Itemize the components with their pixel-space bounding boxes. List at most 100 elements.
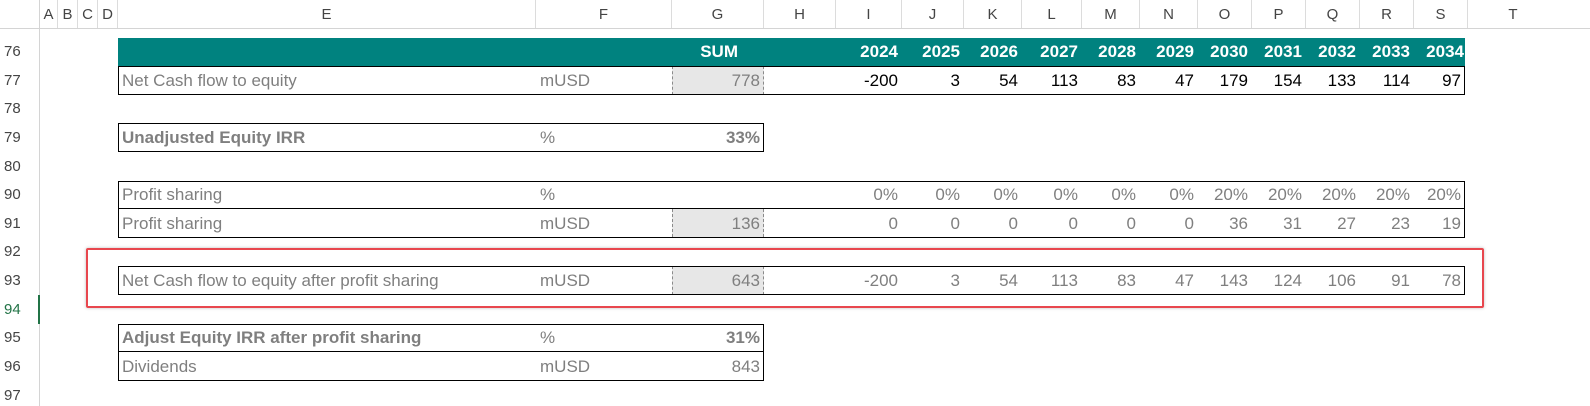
net-cf-2031[interactable]: 154 [1273,71,1302,90]
net-cf-2032[interactable]: 133 [1327,71,1356,90]
ps-musd-2028[interactable]: 0 [1126,214,1136,233]
net-cf-unit[interactable]: mUSD [540,71,591,90]
ps-musd-2033[interactable]: 23 [1391,214,1410,233]
net-after-2028[interactable]: 83 [1117,271,1136,290]
col-header-e[interactable]: E [118,0,536,28]
net-after-2027[interactable]: 113 [1050,271,1078,290]
dividends-unit[interactable]: mUSD [540,357,591,376]
col-header-d[interactable]: D [98,0,118,28]
adj-irr-label[interactable]: Adjust Equity IRR after profit sharing [122,328,422,347]
ps-pct-2024[interactable]: 0% [873,185,898,204]
net-after-2026[interactable]: 54 [999,271,1018,290]
col-header-k[interactable]: K [964,0,1022,28]
ps-pct-2031[interactable]: 20% [1267,185,1302,204]
col-header-c[interactable]: C [78,0,98,28]
net-after-2025[interactable]: 3 [950,271,960,290]
net-cf-label[interactable]: Net Cash flow to equity [122,71,297,90]
net-cf-2030[interactable]: 179 [1219,71,1248,90]
dividends-label[interactable]: Dividends [122,357,197,376]
year-2026-header[interactable]: 2026 [980,42,1018,61]
ps-musd-2027[interactable]: 0 [1068,214,1078,233]
net-after-2034[interactable]: 78 [1442,271,1461,290]
col-header-p[interactable]: P [1252,0,1306,28]
net-after-2031[interactable]: 124 [1273,271,1302,290]
col-header-b[interactable]: B [58,0,78,28]
ps-musd-sum[interactable]: 136 [731,214,760,233]
ps-pct-2030[interactable]: 20% [1213,185,1248,204]
net-cf-2028[interactable]: 83 [1117,71,1136,90]
net-after-2032[interactable]: 106 [1327,271,1356,290]
ps-pct-2025[interactable]: 0% [935,185,960,204]
year-2024-header[interactable]: 2024 [860,42,898,61]
unadj-irr-unit[interactable]: % [540,128,556,147]
col-header-o[interactable]: O [1198,0,1252,28]
ps-musd-label[interactable]: Profit sharing [122,214,223,233]
col-header-t[interactable]: T [1508,6,1518,23]
ps-musd-2030[interactable]: 36 [1229,214,1248,233]
dividends-value[interactable]: 843 [731,357,760,376]
row-header-91[interactable]: 91 [0,209,40,238]
year-2033-header[interactable]: 2033 [1372,42,1410,61]
year-2029-header[interactable]: 2029 [1156,42,1194,61]
net-cf-2025[interactable]: 3 [950,71,960,90]
ps-musd-2034[interactable]: 19 [1442,214,1461,233]
col-header-q[interactable]: Q [1306,0,1360,28]
ps-musd-2024[interactable]: 0 [888,214,898,233]
col-header-m[interactable]: M [1082,0,1140,28]
ps-pct-unit[interactable]: % [540,185,556,204]
sum-header[interactable]: SUM [700,42,738,61]
ps-pct-2027[interactable]: 0% [1053,185,1078,204]
ps-musd-2031[interactable]: 31 [1283,214,1302,233]
ps-musd-2025[interactable]: 0 [950,214,960,233]
net-after-2030[interactable]: 143 [1219,271,1248,290]
year-2030-header[interactable]: 2030 [1210,42,1248,61]
ps-musd-2029[interactable]: 0 [1184,214,1194,233]
col-header-a[interactable]: A [40,0,58,28]
ps-pct-label[interactable]: Profit sharing [122,185,223,204]
row-header-97[interactable]: 97 [0,381,40,406]
row-header-80[interactable]: 80 [0,152,40,181]
row-header-96[interactable]: 96 [0,352,40,381]
net-cf-sum[interactable]: 778 [731,71,760,90]
unadj-irr-value[interactable]: 33% [725,128,760,147]
row-header-90[interactable]: 90 [0,181,40,209]
select-all-corner[interactable] [0,0,40,28]
net-after-label[interactable]: Net Cash flow to equity after profit sha… [122,271,439,290]
ps-musd-2026[interactable]: 0 [1008,214,1018,233]
net-after-2024[interactable]: -200 [863,271,898,290]
net-cf-2029[interactable]: 47 [1175,71,1194,90]
row-header-95[interactable]: 95 [0,324,40,352]
col-header-h[interactable]: H [764,0,836,28]
year-2027-header[interactable]: 2027 [1040,42,1078,61]
net-cf-2033[interactable]: 114 [1382,71,1410,90]
col-header-j[interactable]: J [902,0,964,28]
row-header-76[interactable]: 76 [0,38,40,66]
unadj-irr-label[interactable]: Unadjusted Equity IRR [122,128,306,147]
ps-pct-2026[interactable]: 0% [993,185,1018,204]
year-2028-header[interactable]: 2028 [1098,42,1136,61]
ps-pct-2029[interactable]: 0% [1169,185,1194,204]
year-2031-header[interactable]: 2031 [1264,42,1302,61]
row-header-93[interactable]: 93 [0,266,40,295]
row-header-77[interactable]: 77 [0,66,40,95]
ps-pct-2033[interactable]: 20% [1375,185,1410,204]
net-cf-2034[interactable]: 97 [1442,71,1461,90]
net-cf-2027[interactable]: 113 [1050,71,1078,90]
row-header-78[interactable]: 78 [0,95,40,123]
col-header-l[interactable]: L [1022,0,1082,28]
net-after-2029[interactable]: 47 [1175,271,1194,290]
net-after-unit[interactable]: mUSD [540,271,591,290]
ps-musd-2032[interactable]: 27 [1337,214,1356,233]
row-header-79[interactable]: 79 [0,123,40,152]
col-header-g[interactable]: G [672,0,764,28]
net-cf-2024[interactable]: -200 [863,71,898,90]
net-after-sum[interactable]: 643 [731,271,760,290]
col-header-f[interactable]: F [536,0,672,28]
adj-irr-value[interactable]: 31% [725,328,760,347]
year-2034-header[interactable]: 2034 [1426,42,1464,61]
net-after-2033[interactable]: 91 [1391,271,1410,290]
year-2025-header[interactable]: 2025 [922,42,960,61]
col-header-r[interactable]: R [1360,0,1414,28]
row-header-92[interactable]: 92 [0,238,40,266]
ps-pct-2034[interactable]: 20% [1426,185,1461,204]
